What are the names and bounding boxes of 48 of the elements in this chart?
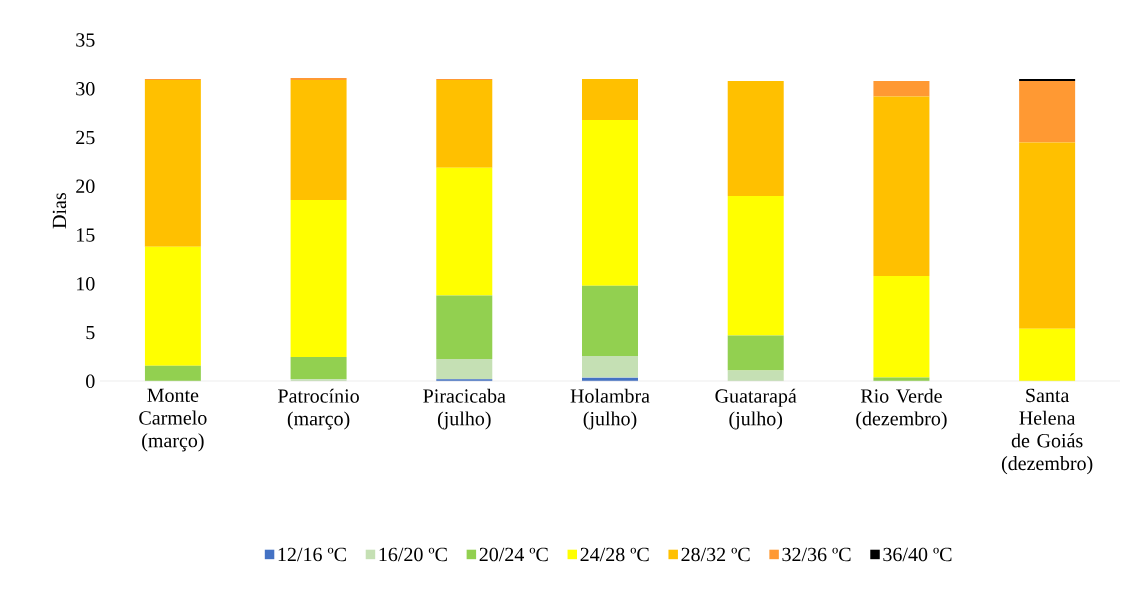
bar [873, 96, 930, 276]
x-tick-label: Holambra (julho) [570, 388, 650, 430]
y-tick-label: 35 [76, 33, 95, 47]
x-tick-label: Santa Helena de Goiás (dezembro) [1001, 388, 1093, 475]
bar [144, 246, 201, 366]
bar [582, 285, 638, 356]
bar [1019, 328, 1076, 382]
legend-label: 32/36 ºC [782, 547, 851, 562]
y-tick-label: 30 [76, 82, 95, 96]
bar [873, 377, 930, 382]
bar [727, 80, 784, 197]
x-tick-label: Monte Carmelo (março) [139, 388, 207, 452]
y-tick-label: 5 [86, 325, 95, 340]
bar [727, 335, 784, 371]
bar [1019, 80, 1076, 143]
bar [1019, 142, 1076, 329]
bar [582, 119, 638, 286]
bar [436, 295, 493, 359]
y-tick-label: 0 [86, 374, 95, 389]
legend-label: 24/28 ºC [580, 547, 649, 562]
y-tick-label: 20 [76, 179, 95, 194]
legend-label: 12/16 ºC [278, 547, 346, 562]
y-tick-label: 10 [77, 277, 95, 291]
bar [290, 79, 347, 200]
x-tick-label: Patrocínio (março) [278, 388, 359, 430]
legend-label: 20/24 ºC [479, 547, 548, 562]
y-axis-title: Dias [52, 193, 67, 229]
legend-label: 28/32 ºC [681, 547, 750, 562]
bar [290, 356, 347, 380]
bar [727, 196, 784, 336]
x-tick-label: Rio Verde (dezembro) [856, 388, 947, 430]
bar [582, 355, 638, 378]
bar [436, 79, 493, 168]
x-tick-label: Piracicaba (julho) [423, 388, 506, 430]
legend-label: 16/20 ºC [379, 547, 447, 562]
x-tick-label: Guatarapá (julho) [715, 388, 797, 430]
bar [290, 199, 347, 357]
bar [727, 370, 784, 382]
bar [582, 79, 638, 120]
legend-label: 36/40 ºC [883, 547, 952, 562]
bar [873, 276, 930, 378]
bar [144, 79, 201, 247]
bar [873, 80, 930, 97]
y-tick-label: 25 [76, 130, 95, 145]
bar [144, 365, 201, 382]
bar [436, 358, 493, 380]
y-tick-label: 15 [77, 228, 95, 242]
bar [436, 167, 493, 296]
